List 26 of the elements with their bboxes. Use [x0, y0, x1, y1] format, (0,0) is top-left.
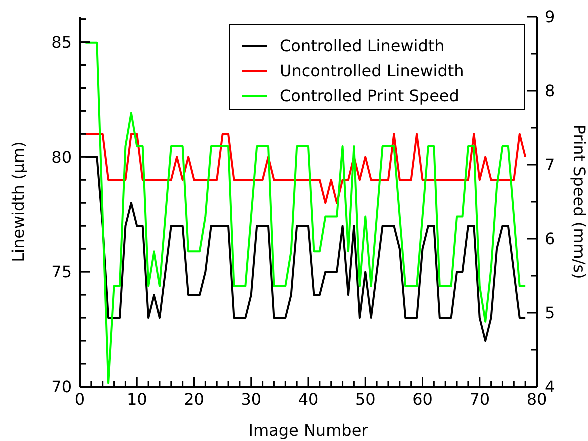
x-tick-label: 70	[470, 390, 490, 409]
y-tick-label: 70	[52, 378, 72, 397]
y2-tick-label: 5	[545, 304, 556, 323]
legend-label: Uncontrolled Linewidth	[280, 62, 464, 81]
line-series	[84, 133, 527, 204]
y-axis-title: Linewidth (µm)	[9, 142, 28, 262]
x-tick-label: 20	[184, 390, 204, 409]
y-tick-label: 80	[52, 148, 72, 167]
y2-tick-label: 6	[545, 230, 556, 249]
y-tick-label: 85	[52, 32, 72, 52]
legend-label: Controlled Print Speed	[280, 86, 460, 106]
y2-tick-label: 9	[545, 8, 556, 27]
y-tick-label: 75	[52, 262, 72, 282]
x-tick-label: 0	[74, 390, 86, 409]
x-tick-label: 60	[412, 390, 433, 409]
x-axis-title: Image Number	[248, 421, 369, 440]
x-tick-label: 50	[355, 390, 376, 409]
x-tick-label: 30	[241, 390, 262, 409]
x-tick-label: 40	[298, 390, 319, 409]
y2-tick-label: 8	[545, 82, 556, 101]
y2-axis-title: Print Speed (mm/s)	[570, 124, 588, 280]
x-tick-label: 10	[126, 390, 148, 409]
y2-tick-label: 4	[545, 378, 556, 397]
y2-tick-label: 7	[545, 156, 556, 175]
legend-label: Controlled Linewidth	[280, 36, 445, 56]
x-tick-label: 80	[526, 390, 548, 409]
